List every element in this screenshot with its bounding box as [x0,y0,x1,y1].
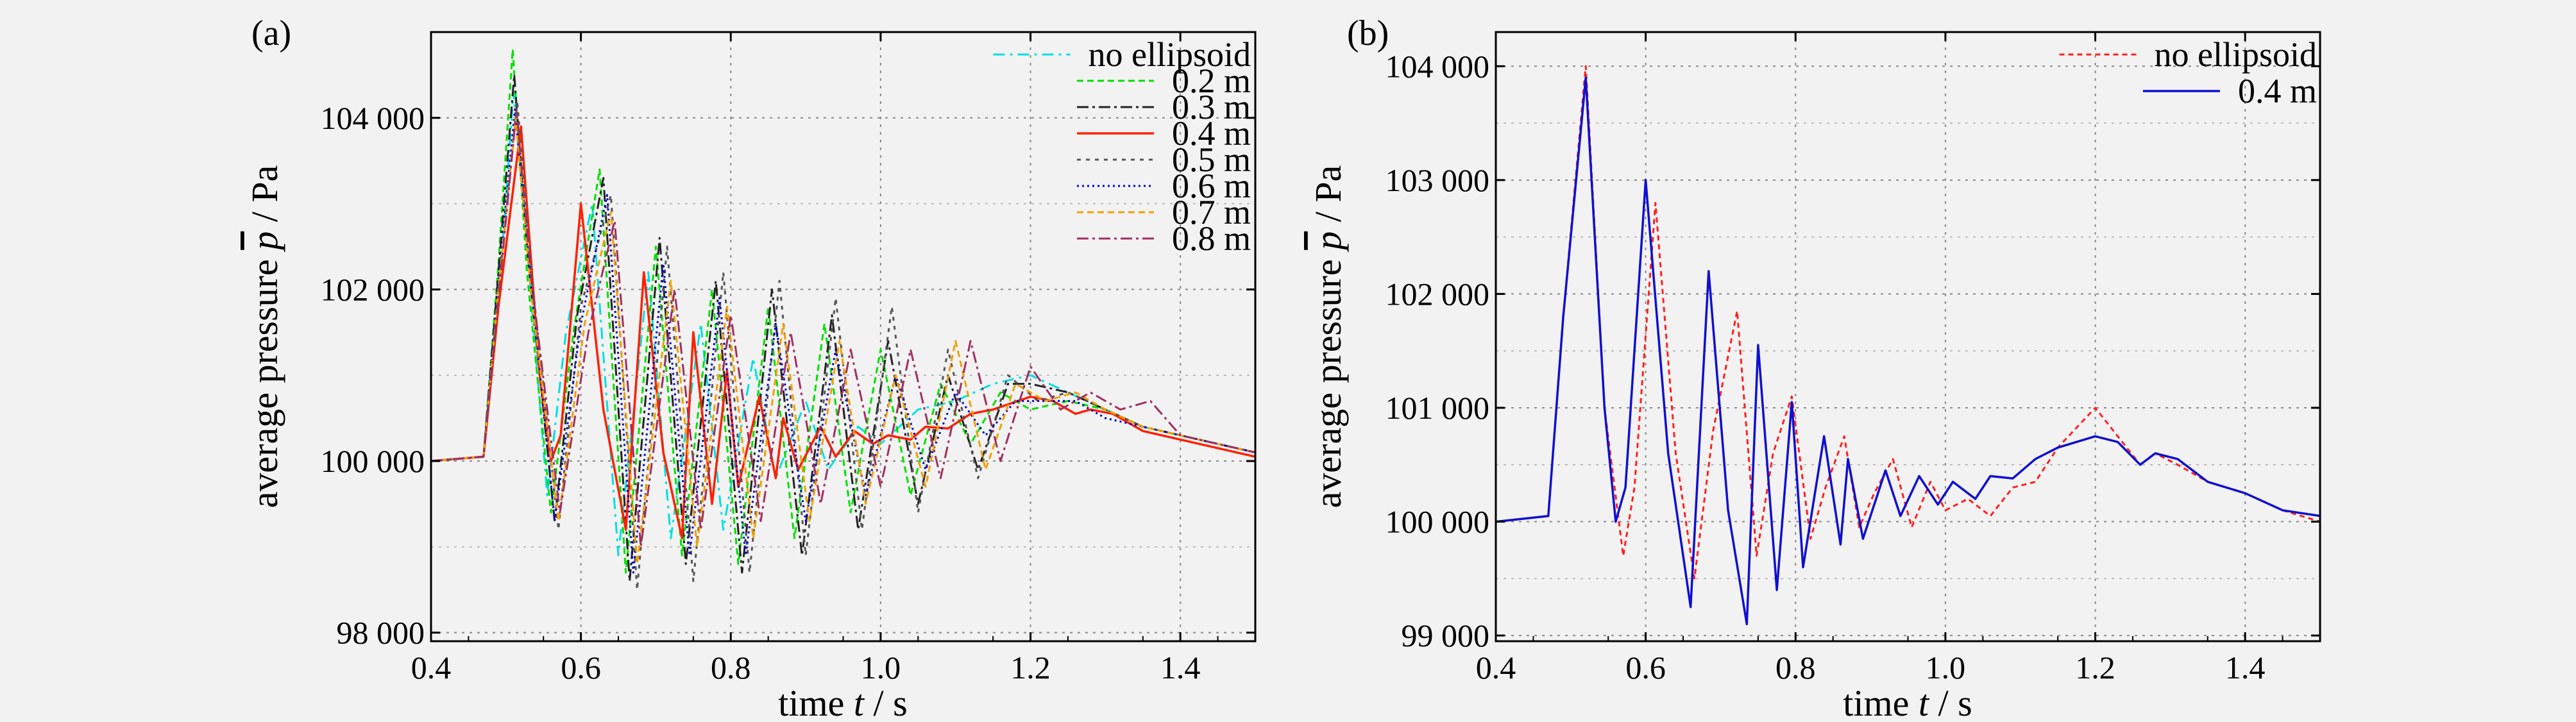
panel-a-grid [431,32,1255,641]
panel-a-legend-label: 0.5 m [1172,140,1251,179]
panel-b-chart: (b) 0.4 0.6 0.8 1.0 1.2 1.4 99 000 100 000 101 0… [1307,13,2321,722]
panel-b-grid [1496,32,2320,641]
panel-a-series-group [431,48,1255,591]
panel-b-xlabel-suffix: / s [1929,682,1972,722]
panel-b-ylabel-suffix: / Pa [1307,165,1349,231]
panel-a-x-tick-label: 1.2 [1010,650,1051,685]
panel-a-x-tick-label: 1.0 [861,650,901,685]
panel-b-x-tick-label: 0.4 [1476,650,1516,685]
panel-b-y-tick-label: 103 000 [1385,162,1490,198]
panel-a-legend-label: no ellipsoid [1089,35,1251,74]
panel-b-y-tick-label: 100 000 [1385,504,1490,540]
panel-a-ticks: 0.4 0.6 0.8 1.0 1.2 1.4 98 000 100 000 102 000 10… [321,32,1255,685]
panel-a-label: (a) [251,13,291,53]
panel-b-x-tick-label: 1.4 [2225,650,2266,685]
panel-a-x-axis-label: time t / s [778,682,907,722]
panel-a-y-tick-label: 104 000 [321,100,425,136]
panel-b-x-tick-label: 1.0 [1926,650,1966,685]
panel-b-y-tick-label: 99 000 [1402,617,1490,653]
panel-b-y-tick-label: 104 000 [1385,48,1490,84]
panel-a-x-tick-label: 0.8 [711,650,751,685]
panel-b-ylabel-variable: p [1307,231,1349,253]
panel-a-ylabel-variable: p [244,231,285,253]
panel-a-series-line-2 [431,48,1255,574]
panel-b-x-tick-label: 0.6 [1625,650,1666,685]
panel-a-x-tick-label: 1.4 [1160,650,1201,685]
panel-a-xlabel-suffix: / s [864,682,908,722]
panel-a-legend-label: 0.6 m [1172,167,1251,205]
panel-a-xlabel-prefix: time [778,682,854,722]
panel-a-ylabel-suffix: / Pa [244,165,285,231]
panel-a-x-tick-label: 0.6 [561,650,601,685]
panel-b-series-group [1496,65,2320,626]
panel-b-plot-area [1496,32,2320,641]
panel-a-chart: (a) 0.4 0.6 0.8 1.0 1.2 1.4 98 000 100 000 102 0… [244,13,1257,722]
panel-a-y-tick-label: 100 000 [321,443,425,479]
panel-a-series-line-8 [431,108,1255,548]
panel-b-series-line-2 [1496,76,2320,626]
panel-a-legend-label: 0.7 m [1172,193,1251,231]
panel-b-xlabel-prefix: time [1843,682,1919,722]
panel-a-legend-label: 0.3 m [1172,88,1251,126]
panel-a-series-line-6 [431,108,1255,574]
panel-a-y-tick-label: 98 000 [337,615,425,651]
panel-a-ylabel-prefix: average pressure [244,250,285,508]
panel-b-y-tick-label: 102 000 [1385,276,1490,312]
panel-a-y-tick-label: 102 000 [321,271,425,307]
panel-b-ylabel-prefix: average pressure [1307,250,1349,508]
panel-b-ticks: 0.4 0.6 0.8 1.0 1.2 1.4 99 000 100 000 101 000 10… [1385,32,2320,685]
panel-a-plot-area [431,32,1255,641]
panel-a-legend-label: 0.4 m [1172,114,1251,153]
panel-a-x-tick-label: 0.4 [411,650,452,685]
panel-b-x-axis-label: time t / s [1843,682,1972,722]
panel-b-y-tick-label: 101 000 [1385,390,1490,426]
panel-b-x-tick-label: 0.8 [1775,650,1816,685]
panel-b-label: (b) [1347,13,1389,53]
panel-b-xlabel-variable: t [1919,682,1930,722]
panel-b-y-axis-label: average pressure p / Pa [1307,165,1349,508]
panel-a-legend-label: 0.8 m [1172,219,1251,258]
panel-b-legend-label: 0.4 m [2238,72,2317,110]
panel-a-y-axis-label: average pressure p / Pa [244,165,285,508]
panel-a-xlabel-variable: t [854,682,865,722]
panel-b-x-tick-label: 1.2 [2075,650,2115,685]
panel-a-legend-label: 0.2 m [1172,62,1251,100]
panel-a-series-line-7 [431,117,1255,566]
panel-b-legend-label: no ellipsoid [2155,35,2318,74]
